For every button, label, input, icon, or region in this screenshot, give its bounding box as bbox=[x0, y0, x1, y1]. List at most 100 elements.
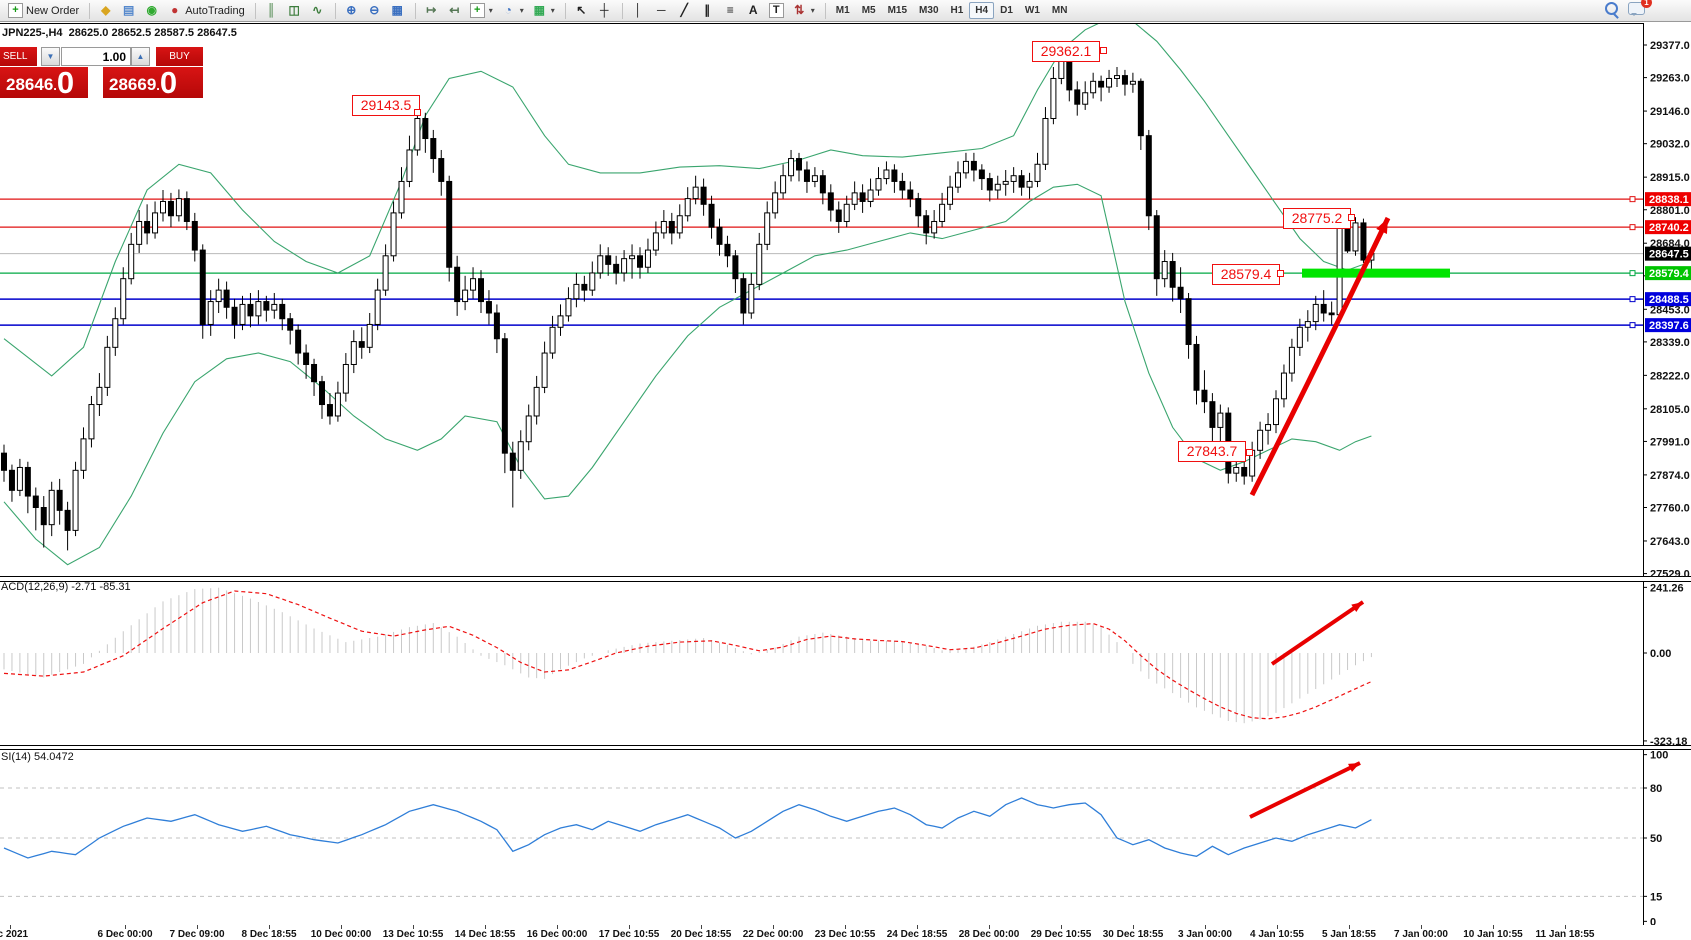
time-tick bbox=[1349, 925, 1350, 929]
auto-scroll-button[interactable]: ↦ bbox=[420, 0, 443, 22]
channel-icon: ∥ bbox=[704, 3, 711, 17]
rsi-indicator-label: SI(14) 54.0472 bbox=[1, 751, 74, 763]
timeframe-m1-button[interactable]: M1 bbox=[835, 5, 850, 16]
time-axis-label: 7 Jan 00:00 bbox=[1394, 929, 1448, 940]
macd-axis-label: 241.26 bbox=[1650, 582, 1684, 594]
time-tick bbox=[197, 925, 198, 929]
time-tick bbox=[989, 925, 990, 929]
price-badge-text: 28838.1 bbox=[1649, 194, 1689, 206]
trendline-button[interactable]: ╱ bbox=[673, 0, 696, 22]
y-axis-label: 29146.0 bbox=[1650, 106, 1690, 118]
volume-input[interactable] bbox=[61, 47, 131, 66]
macd-panel-canvas[interactable]: 241.26 0.00 -323.18 bbox=[0, 577, 1691, 749]
time-tick bbox=[1133, 925, 1134, 929]
arrows-button[interactable]: ⇅ ▾ bbox=[788, 0, 819, 22]
vertical-line-button[interactable]: │ bbox=[627, 0, 650, 22]
arrows-icon: ⇅ bbox=[794, 3, 805, 17]
candlestick-chart-icon: ◫ bbox=[288, 3, 300, 17]
timeframe-m15-button[interactable]: M15 bbox=[887, 5, 908, 16]
vertical-line-icon: │ bbox=[634, 3, 643, 17]
trend-arrow-main bbox=[1249, 216, 1391, 497]
signals-button[interactable]: ◉ bbox=[140, 0, 163, 22]
y-axis-label: 27760.0 bbox=[1650, 503, 1690, 515]
sell-button[interactable]: SELL bbox=[0, 47, 37, 66]
zoom-in-button[interactable]: ⊕ bbox=[340, 0, 363, 22]
bar-chart-button[interactable]: ║ bbox=[260, 0, 283, 22]
new-order-button[interactable]: + New Order bbox=[4, 0, 83, 22]
line-anchor-square bbox=[1629, 322, 1636, 329]
time-tick bbox=[629, 925, 630, 929]
buy-button[interactable]: BUY bbox=[156, 47, 203, 66]
time-axis-label: 13 Dec 10:55 bbox=[382, 929, 444, 940]
volume-down-button[interactable]: ▼ bbox=[41, 47, 60, 66]
annotation-anchor-square bbox=[1100, 47, 1107, 54]
indicators-button[interactable]: + ▾ bbox=[466, 0, 497, 22]
cursor-icon: ↖ bbox=[576, 3, 587, 17]
zoom-out-button[interactable]: ⊖ bbox=[363, 0, 386, 22]
deposit-button[interactable]: ◆ bbox=[94, 0, 117, 22]
arrows-dropdown-icon: ▾ bbox=[810, 6, 815, 15]
deposit-icon: ◆ bbox=[101, 3, 111, 17]
main-chart-canvas[interactable]: 29377.0 29263.0 29146.0 29032.0 28915.0 28801… bbox=[0, 23, 1691, 577]
fibonacci-icon: ≡ bbox=[726, 3, 734, 17]
timeframe-w1-button[interactable]: W1 bbox=[1024, 5, 1040, 16]
signals-icon: ◉ bbox=[146, 3, 157, 17]
trend-arrow-macd bbox=[1270, 600, 1365, 666]
time-axis-label: 22 Dec 00:00 bbox=[742, 929, 804, 940]
horizontal-line-button[interactable]: ─ bbox=[650, 0, 673, 22]
indicators-dropdown-icon: ▾ bbox=[488, 6, 493, 15]
buy-price[interactable]: 28669. 0 bbox=[103, 67, 203, 98]
cursor-button[interactable]: ↖ bbox=[570, 0, 593, 22]
bollinger-lower-band bbox=[3, 183, 1372, 566]
crosshair-button[interactable]: ┼ bbox=[593, 0, 616, 22]
autotrading-button[interactable]: ● AutoTrading bbox=[163, 0, 249, 22]
timeframe-d1-button[interactable]: D1 bbox=[1000, 5, 1013, 16]
candlestick-chart-button[interactable]: ◫ bbox=[283, 0, 306, 22]
templates-button[interactable]: ▦ ▾ bbox=[528, 0, 559, 22]
chart-shift-icon: ↤ bbox=[449, 3, 460, 17]
channel-button[interactable]: ∥ bbox=[696, 0, 719, 22]
timeframe-h4-button[interactable]: H4 bbox=[969, 2, 995, 19]
chart-shift-button[interactable]: ↤ bbox=[443, 0, 466, 22]
price-badge bbox=[1645, 266, 1691, 281]
rsi-panel-canvas[interactable]: 100 80 50 15 0 bbox=[0, 749, 1691, 926]
timeframe-m5-button[interactable]: M5 bbox=[861, 5, 876, 16]
price-badge bbox=[1645, 192, 1691, 207]
price-annotation: 28775.2 bbox=[1283, 208, 1351, 229]
arrow-head bbox=[1376, 218, 1388, 234]
timeframe-mn-button[interactable]: MN bbox=[1051, 5, 1068, 16]
sell-price[interactable]: 28646. 0 bbox=[0, 67, 88, 98]
text-button[interactable]: A bbox=[742, 0, 765, 22]
price-badge bbox=[1645, 292, 1691, 307]
toolbar-buttons: + New Order ◆ ▤ ◉ ● AutoTrading ║ ◫ ∿ ⊕ ⊖ ▦ ↦ ↤ + ▾ ◔ ▾ ▦ ▾ ↖… bbox=[4, 0, 1073, 22]
time-tick bbox=[1421, 925, 1422, 929]
notifications-icon[interactable]: 1 bbox=[1628, 0, 1652, 18]
time-axis[interactable]: ec 2021 6 Dec 00:00 7 Dec 09:00 8 Dec 18:55… bbox=[0, 925, 1691, 940]
price-badge-text: 28488.5 bbox=[1649, 294, 1689, 306]
timeframe-h1-button[interactable]: H1 bbox=[950, 5, 964, 16]
volume-up-button[interactable]: ▲ bbox=[131, 47, 150, 66]
macd-axis-label: -323.18 bbox=[1650, 736, 1687, 748]
tile-windows-button[interactable]: ▦ bbox=[386, 0, 409, 22]
time-axis-label: 28 Dec 00:00 bbox=[958, 929, 1020, 940]
notification-badge: 1 bbox=[1641, 0, 1652, 8]
time-tick bbox=[413, 925, 414, 929]
time-axis-label: ec 2021 bbox=[0, 929, 29, 940]
periods-button[interactable]: ◔ ▾ bbox=[497, 0, 528, 22]
search-icon[interactable] bbox=[1605, 2, 1618, 18]
fibonacci-button[interactable]: ≡ bbox=[719, 0, 742, 22]
macd-indicator-label: ACD(12,26,9) -2.71 -85.31 bbox=[1, 581, 131, 593]
rsi-axis-label: 0 bbox=[1650, 916, 1656, 926]
line-anchor-square bbox=[1629, 196, 1636, 203]
timeframe-m30-button[interactable]: M30 bbox=[919, 5, 939, 16]
annotation-anchor-square bbox=[414, 109, 421, 116]
annotation-anchor-square bbox=[1246, 449, 1253, 456]
indicators-icon: + bbox=[469, 3, 485, 18]
text-label-button[interactable]: T bbox=[765, 0, 788, 22]
price-badge bbox=[1645, 318, 1691, 333]
news-button[interactable]: ▤ bbox=[117, 0, 140, 22]
time-axis-label: 20 Dec 18:55 bbox=[670, 929, 732, 940]
rsi-axis-label: 15 bbox=[1650, 891, 1662, 903]
time-axis-label: 23 Dec 10:55 bbox=[814, 929, 876, 940]
line-chart-button[interactable]: ∿ bbox=[306, 0, 329, 22]
